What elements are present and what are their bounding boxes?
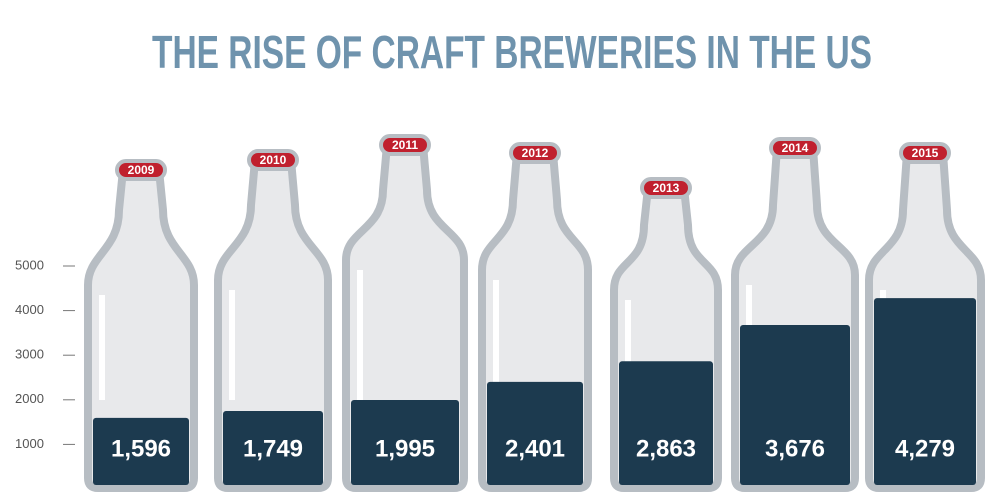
y-tick-label: 5000 xyxy=(15,257,44,272)
x-tick-label: 2014 xyxy=(782,141,809,155)
x-tick-label: 2013 xyxy=(653,181,680,195)
year-badge xyxy=(115,159,167,181)
bottle xyxy=(214,156,332,492)
bar xyxy=(740,325,850,485)
value-label: 2,401 xyxy=(505,435,565,462)
bar xyxy=(351,400,459,485)
bar xyxy=(93,417,189,485)
year-badge xyxy=(509,142,561,164)
value-label: 1,749 xyxy=(243,435,303,462)
y-tick-label: 4000 xyxy=(15,302,44,317)
value-label: 3,676 xyxy=(765,435,825,462)
y-tick-label: 3000 xyxy=(15,347,44,362)
bar xyxy=(619,361,713,485)
x-tick-label: 2010 xyxy=(260,153,287,167)
year-badge xyxy=(247,149,299,171)
year-badge xyxy=(379,134,431,156)
bar xyxy=(487,381,583,485)
year-badge xyxy=(640,177,692,199)
year-badge xyxy=(769,137,821,159)
x-tick-label: 2015 xyxy=(912,146,939,160)
y-tick-label: 1000 xyxy=(15,436,44,451)
y-tick-label: 2000 xyxy=(15,391,44,406)
bottle xyxy=(84,166,198,492)
x-tick-label: 2009 xyxy=(128,163,155,177)
value-label: 1,995 xyxy=(375,435,435,462)
bar xyxy=(874,298,976,485)
value-label: 4,279 xyxy=(895,435,955,462)
value-label: 2,863 xyxy=(636,435,696,462)
x-tick-label: 2012 xyxy=(522,146,549,160)
chart-title: THE RISE OF CRAFT BREWERIES IN THE US xyxy=(152,26,872,78)
year-badge xyxy=(899,142,951,164)
bar xyxy=(223,410,323,485)
value-label: 1,596 xyxy=(111,435,171,462)
x-tick-label: 2011 xyxy=(392,138,418,152)
